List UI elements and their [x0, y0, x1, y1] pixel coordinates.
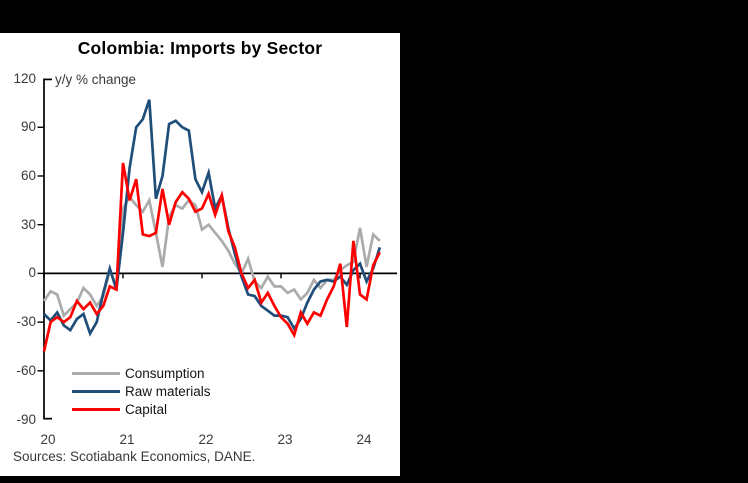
legend-item-consumption: Consumption: [72, 364, 211, 382]
y-axis: [37, 78, 52, 420]
x-tick-label: 22: [198, 432, 214, 447]
consumption-line-swatch: [72, 371, 120, 375]
chart-title: Colombia: Imports by Sector: [77, 38, 323, 58]
legend: Consumption Raw materials Capital: [72, 364, 211, 418]
legend-item-raw-materials: Raw materials: [72, 382, 211, 400]
plot-area: [37, 78, 397, 420]
legend-label: Raw materials: [125, 383, 211, 399]
source-note: Sources: Scotiabank Economics, DANE.: [13, 449, 256, 464]
y-tick-label: 60: [20, 167, 36, 183]
raw-materials-line-swatch: [72, 389, 120, 393]
legend-label: Consumption: [125, 365, 205, 381]
series-line: [42, 162, 382, 352]
x-tick-label: 23: [277, 432, 293, 447]
y-tick-label: 90: [20, 119, 36, 135]
y-tick-label: 0: [28, 265, 36, 281]
axis-unit-label: y/y % change: [55, 72, 137, 87]
y-tick-label: 30: [20, 216, 36, 232]
chart-panel: Colombia: Imports by Sector y/y % change…: [0, 33, 400, 476]
x-tick-label: 21: [119, 432, 135, 447]
legend-label: Capital: [125, 401, 168, 417]
capital-line-swatch: [72, 407, 120, 411]
series-lines: [42, 99, 382, 352]
series-line: [43, 99, 382, 337]
x-tick-label: 24: [356, 432, 372, 447]
x-axis-zero-line: [43, 272, 397, 279]
legend-item-capital: Capital: [72, 400, 211, 418]
series-line: [42, 194, 381, 319]
y-tick-label: -90: [16, 411, 36, 427]
x-tick-label: 20: [40, 432, 56, 447]
y-tick-label: -30: [16, 314, 36, 330]
y-tick-label: 120: [13, 70, 36, 86]
y-tick-label: -60: [16, 362, 36, 378]
